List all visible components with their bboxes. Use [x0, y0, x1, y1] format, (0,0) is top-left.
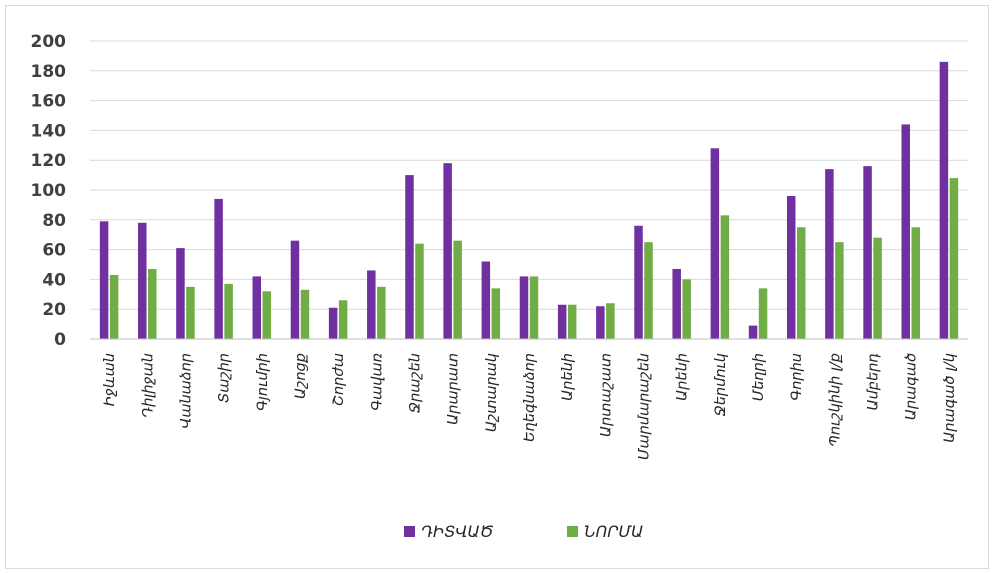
x-tick-label: Արենի: [675, 353, 691, 401]
bar-norm: [949, 178, 959, 339]
gridlines: [90, 40, 968, 310]
x-tick-label: Արտաշատ: [598, 353, 614, 437]
x-tick-label: Ջերմուկ: [713, 353, 729, 416]
y-tick-label: 100: [31, 181, 67, 201]
bar-norm: [606, 303, 615, 339]
bar-observed: [138, 222, 147, 339]
x-tick-label: Աշոցք: [293, 353, 309, 399]
x-tick-label: Արագած լ/կ: [942, 353, 958, 443]
bar-norm: [491, 288, 501, 339]
bar-norm: [377, 286, 386, 339]
x-tick-label: Աշտարակ: [484, 353, 500, 432]
bar-norm: [873, 237, 882, 339]
bar-observed: [939, 61, 949, 340]
x-tick-label: Արագած: [904, 353, 920, 420]
bar-observed: [443, 163, 452, 339]
bar-norm: [529, 276, 539, 339]
bar-norm: [415, 243, 424, 339]
bar-norm: [109, 274, 119, 339]
y-tick-label: 60: [42, 241, 66, 261]
bar-norm: [300, 289, 310, 339]
x-tick-label: Տաշիր: [217, 353, 233, 403]
x-tick-label: Դիլիջան: [140, 353, 156, 418]
bar-norm: [186, 286, 195, 339]
bar-observed: [290, 240, 300, 339]
bar-observed: [596, 306, 605, 339]
x-tick-label: Վանաձոր: [178, 353, 194, 429]
x-tick-label: Ամբերդ: [866, 353, 882, 410]
y-tick-label: 140: [31, 121, 67, 141]
bar-norm: [148, 268, 157, 339]
legend: ԴԻՏՎԱԾ ՆՈՐՄԱ: [404, 522, 643, 541]
y-tick-label: 40: [42, 270, 66, 290]
x-tick-label: Պուշկինի լ/ք: [827, 353, 843, 447]
bar-observed: [863, 166, 872, 339]
x-axis-ticks: Իջևան Դիլիջան Վանաձոր Տաշիր Գյումրի Աշոցք Շորժ…: [102, 353, 958, 460]
bar-observed: [519, 276, 529, 339]
bar-observed: [786, 195, 796, 339]
bar-observed: [557, 304, 567, 339]
bar-norm: [911, 227, 920, 339]
bar-observed: [252, 276, 262, 339]
x-tick-label: Արարատ: [446, 353, 462, 425]
y-tick-label: 160: [31, 92, 67, 112]
bar-norm: [567, 304, 577, 339]
x-tick-label: Գավառ: [369, 353, 385, 411]
x-tick-label: Եղեգնաձոր: [522, 353, 538, 442]
bar-norm: [720, 215, 730, 339]
y-tick-label: 180: [31, 62, 67, 82]
bars: [99, 61, 959, 340]
bar-norm: [682, 279, 691, 339]
bar-observed: [901, 124, 910, 339]
bar-norm: [453, 240, 462, 339]
bar-norm: [224, 283, 233, 339]
y-tick-label: 120: [31, 151, 67, 171]
legend-label-norm: ՆՈՐՄԱ: [584, 522, 643, 541]
chart-frame: [5, 5, 989, 569]
bar-observed: [481, 261, 491, 339]
y-tick-label: 80: [42, 211, 66, 231]
bar-observed: [710, 148, 720, 339]
x-tick-label: Գյումրի: [255, 353, 271, 411]
bar-norm: [835, 242, 844, 339]
bar-norm: [644, 242, 653, 339]
bar-observed: [214, 198, 223, 339]
x-tick-label: Իջևան: [102, 353, 118, 406]
legend-label-observed: ԴԻՏՎԱԾ: [421, 522, 494, 541]
bar-observed: [672, 268, 681, 339]
bar-observed: [328, 307, 338, 339]
bar-observed: [176, 248, 185, 339]
y-tick-label: 0: [54, 330, 66, 350]
legend-swatch-observed: [404, 526, 415, 537]
x-tick-label: Գորիս: [789, 353, 805, 401]
bar-norm: [262, 291, 272, 339]
bar-observed: [825, 169, 834, 339]
x-tick-label: Ջրաշեն: [407, 353, 423, 413]
legend-swatch-norm: [567, 526, 578, 537]
bar-observed: [405, 175, 414, 339]
x-tick-label: Շորժա: [331, 353, 347, 406]
bar-observed: [634, 225, 643, 339]
bar-norm: [796, 227, 806, 339]
y-tick-label: 20: [42, 300, 66, 320]
y-axis-ticks: 0 20 40 60 80 100 120 140 160 180 200: [31, 32, 67, 350]
bar-observed: [367, 270, 376, 339]
bar-norm: [758, 288, 768, 339]
y-tick-label: 200: [31, 32, 67, 52]
x-tick-label: Մեղրի: [751, 353, 767, 401]
x-tick-label: Արենի: [560, 353, 576, 401]
bar-observed: [99, 221, 109, 339]
bar-observed: [748, 325, 758, 339]
x-tick-label: Մարմարաշեն: [637, 353, 653, 460]
bar-norm: [338, 300, 348, 339]
